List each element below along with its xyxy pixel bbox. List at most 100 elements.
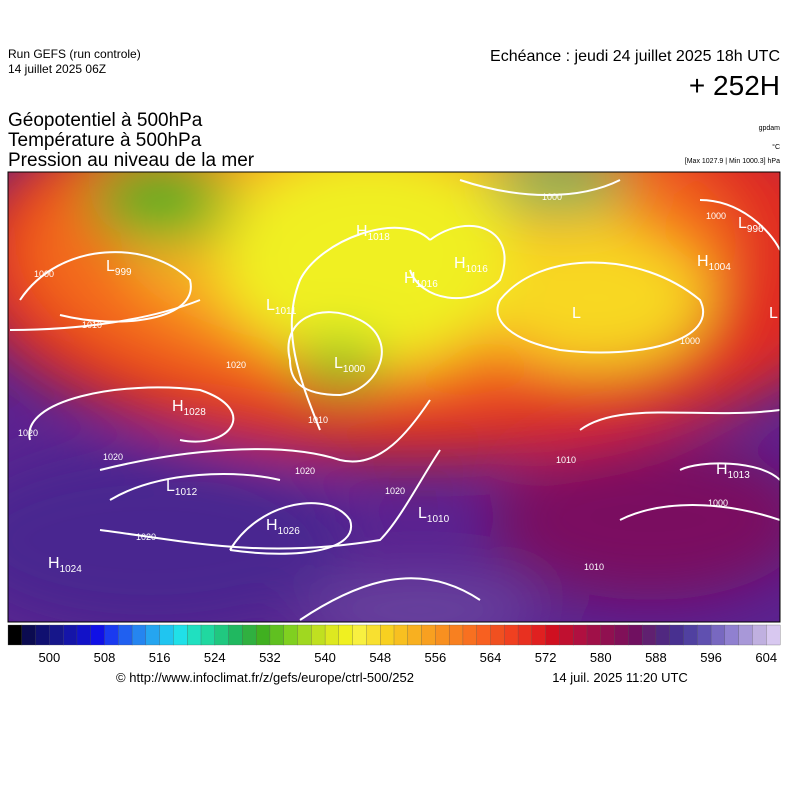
color-cell: [738, 624, 753, 646]
color-cell: [476, 624, 491, 646]
pressure-center: H1004: [697, 253, 731, 273]
map-field: [8, 172, 780, 622]
pressure-center: L1012: [166, 478, 198, 498]
color-cell: [49, 624, 64, 646]
valid-time: Echéance : jeudi 24 juillet 2025 18h UTC: [490, 48, 780, 65]
isobar-label: 1010: [556, 455, 576, 465]
colorbar-tick-label: 580: [590, 650, 612, 665]
pressure-center: L: [769, 305, 778, 322]
center-letter: L: [769, 305, 778, 322]
center-letter: L: [572, 305, 581, 322]
pressure-center: H1028: [172, 398, 206, 418]
center-value: 1018: [368, 232, 391, 243]
run-label: Run GEFS (run controle): [8, 47, 141, 61]
color-cell: [490, 624, 505, 646]
pressure-center: L1011: [266, 297, 297, 317]
center-value: 1013: [728, 470, 751, 481]
color-cell: [380, 624, 395, 646]
isobar-label: 1000: [706, 211, 726, 221]
center-letter: H: [172, 398, 184, 415]
color-cell: [559, 624, 574, 646]
color-cell: [683, 624, 698, 646]
color-cell: [311, 624, 326, 646]
color-cell: [531, 624, 547, 646]
color-cell: [669, 624, 684, 646]
color-cell: [131, 624, 147, 646]
center-value: 1011: [275, 306, 297, 317]
center-value: 1028: [184, 407, 207, 418]
isobar-label: 1020: [295, 466, 315, 476]
color-cell: [462, 624, 478, 646]
color-cell: [697, 624, 712, 646]
center-letter: H: [48, 555, 60, 572]
color-cell: [145, 624, 161, 646]
color-cell: [545, 624, 560, 646]
color-cell: [614, 624, 629, 646]
color-cell: [242, 624, 257, 646]
color-cell: [393, 624, 409, 646]
isobar-label: 1010: [584, 562, 604, 572]
isobar-label: 1020: [226, 360, 246, 370]
isobar-label: 1010: [308, 415, 328, 425]
center-letter: L: [418, 505, 427, 522]
color-cell: [104, 624, 119, 646]
pressure-center: H1024: [48, 555, 82, 575]
center-value: 1010: [427, 514, 450, 525]
pressure-center: L: [572, 305, 581, 322]
pressure-center: H1013: [716, 461, 750, 481]
title: Température à 500hPa: [8, 130, 202, 151]
colorbar-tick-label: 596: [700, 650, 722, 665]
center-letter: H: [716, 461, 728, 478]
pressure-center: H1026: [266, 517, 300, 537]
color-cell: [421, 624, 436, 646]
lead-time: + 252H: [689, 70, 780, 101]
unit: gpdam: [759, 125, 781, 132]
center-letter: L: [166, 478, 175, 495]
color-cell: [407, 624, 423, 646]
center-letter: H: [266, 517, 278, 534]
color-cell: [214, 624, 230, 646]
center-value: 1026: [278, 526, 301, 537]
footer-url: © http://www.infoclimat.fr/z/gefs/europe…: [116, 670, 414, 685]
center-letter: H: [697, 253, 709, 270]
colorbar-tick-label: 516: [149, 650, 171, 665]
title: Pression au niveau de la mer: [8, 150, 255, 171]
color-cell: [435, 624, 450, 646]
title: Géopotentiel à 500hPa: [8, 110, 203, 131]
color-cell: [573, 624, 588, 646]
unit: °C: [772, 143, 780, 151]
pressure-center: L999: [106, 258, 132, 278]
center-value: 1016: [416, 279, 439, 290]
colorbar-tick-label: 572: [535, 650, 557, 665]
color-cell: [517, 624, 533, 646]
color-cell: [338, 624, 354, 646]
isobar-label: 1000: [680, 336, 700, 346]
center-letter: H: [356, 223, 368, 240]
color-cell: [352, 624, 367, 646]
center-letter: H: [404, 270, 416, 287]
run-date: 14 juillet 2025 06Z: [8, 62, 106, 76]
colorbar-tick-label: 604: [755, 650, 777, 665]
pressure-center: H1016: [454, 255, 488, 275]
colorbar-tick-label: 532: [259, 650, 281, 665]
colorbar-tick-label: 556: [425, 650, 447, 665]
isobar-label: 1000: [34, 269, 54, 279]
isobar-label: 1020: [136, 532, 156, 542]
color-cell: [90, 624, 105, 646]
colorbar-tick-label: 588: [645, 650, 667, 665]
isobar-label: 1000: [708, 498, 728, 508]
color-cell: [504, 624, 519, 646]
isobar-label: 1020: [18, 428, 38, 438]
center-letter: L: [738, 215, 747, 232]
color-cell: [366, 624, 381, 646]
center-value: 996: [747, 224, 764, 235]
color-cell: [159, 624, 174, 646]
colorbar-tick-label: 540: [314, 650, 336, 665]
color-cell: [724, 624, 740, 646]
pressure-center: H1018: [356, 223, 390, 243]
isobar-label: 1000: [542, 192, 562, 202]
center-letter: L: [334, 355, 343, 372]
color-cell: [586, 624, 602, 646]
pressure-center: L1000: [334, 355, 366, 375]
